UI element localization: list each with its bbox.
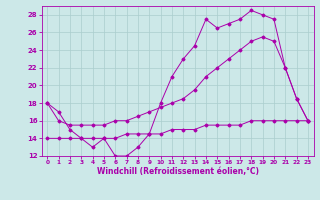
X-axis label: Windchill (Refroidissement éolien,°C): Windchill (Refroidissement éolien,°C) bbox=[97, 167, 259, 176]
